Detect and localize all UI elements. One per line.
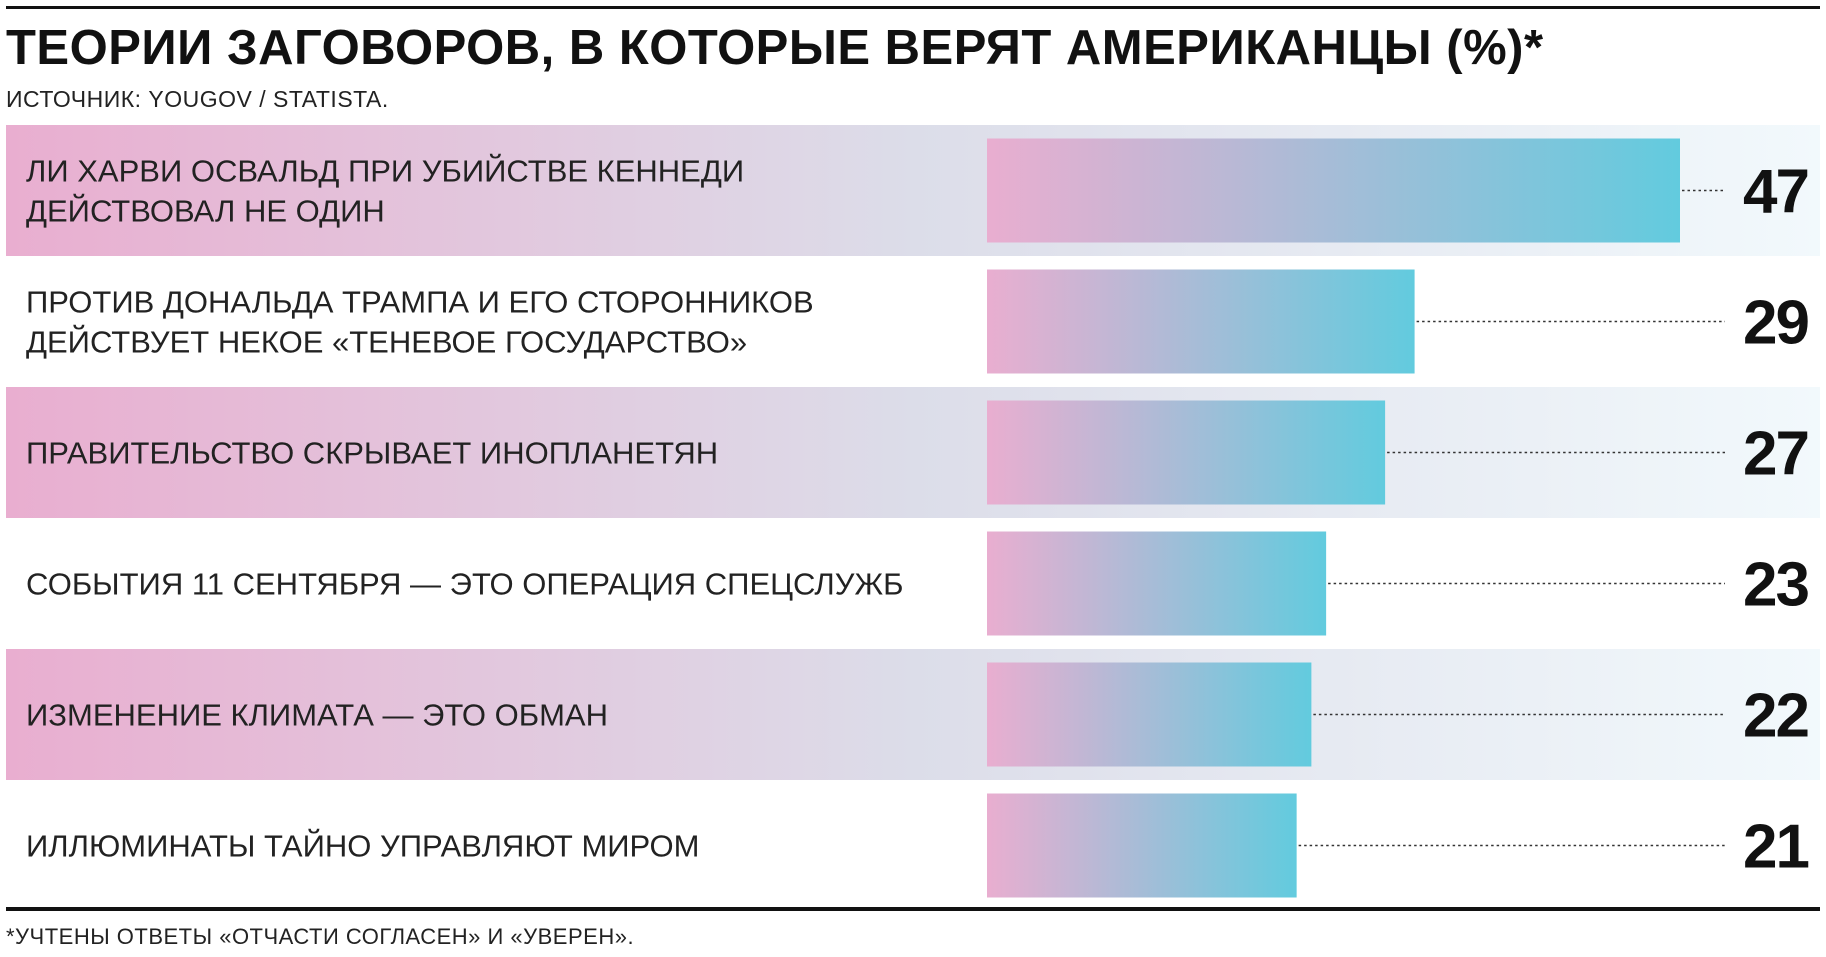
value-label-6: 21 — [1743, 813, 1808, 882]
value-label-3: 27 — [1743, 420, 1808, 489]
value-label-4: 23 — [1743, 551, 1808, 620]
category-label-line: СОБЫТИЯ 11 СЕНТЯБРЯ — ЭТО ОПЕРАЦИЯ СПЕЦС… — [26, 567, 903, 602]
value-label-5: 22 — [1743, 682, 1808, 751]
category-label-1: ЛИ ХАРВИ ОСВАЛЬД ПРИ УБИЙСТВЕ КЕННЕДИ ДЕЙ… — [26, 153, 744, 229]
category-label-line: ИЛЛЮМИНАТЫ ТАЙНО УПРАВЛЯЮТ МИРОМ — [26, 828, 699, 864]
category-label-2: ПРОТИВ ДОНАЛЬДА ТРАМПА И ЕГО СТОРОННИКОВ… — [26, 285, 814, 360]
category-label-3: ПРАВИТЕЛЬСТВО СКРЫВАЕТ ИНОПЛАНЕТЯН — [26, 436, 718, 471]
bottom-rule — [6, 907, 1820, 911]
category-label-line: ДЕЙСТВУЕТ НЕКОЕ «ТЕНЕВОЕ ГОСУДАРСТВО» — [26, 324, 747, 360]
row-band-3 — [6, 387, 1820, 518]
category-label-line: ПРАВИТЕЛЬСТВО СКРЫВАЕТ ИНОПЛАНЕТЯН — [26, 436, 718, 471]
bar-6 — [987, 793, 1297, 898]
footnote: *УЧТЕНЫ ОТВЕТЫ «ОТЧАСТИ СОГЛАСЕН» И «УВЕ… — [6, 924, 635, 949]
category-label-line: ДЕЙСТВОВАЛ НЕ ОДИН — [26, 193, 385, 229]
value-label-1: 47 — [1743, 158, 1808, 227]
bar-3 — [987, 400, 1386, 505]
chart-source: ИСТОЧНИК: YOUGOV / STATISTA. — [6, 86, 389, 112]
chart-rows: 47 ЛИ ХАРВИ ОСВАЛЬД ПРИ УБИЙСТВЕ КЕННЕДИ Д… — [26, 138, 1811, 898]
category-label-line: ЛИ ХАРВИ ОСВАЛЬД ПРИ УБИЙСТВЕ КЕННЕДИ — [26, 153, 744, 189]
top-rule — [6, 6, 1820, 9]
category-label-6: ИЛЛЮМИНАТЫ ТАЙНО УПРАВЛЯЮТ МИРОМ — [26, 828, 699, 864]
bar-5 — [987, 662, 1312, 767]
category-label-5: ИЗМЕНЕНИЕ КЛИМАТА — ЭТО ОБМАН — [26, 698, 608, 733]
bar-2 — [987, 269, 1415, 374]
category-label-line: ИЗМЕНЕНИЕ КЛИМАТА — ЭТО ОБМАН — [26, 698, 608, 733]
category-label-4: СОБЫТИЯ 11 СЕНТЯБРЯ — ЭТО ОПЕРАЦИЯ СПЕЦС… — [26, 567, 903, 602]
bar-1 — [987, 138, 1680, 243]
bar-4 — [987, 531, 1327, 636]
category-label-line: ПРОТИВ ДОНАЛЬДА ТРАМПА И ЕГО СТОРОННИКОВ — [26, 285, 814, 320]
value-label-2: 29 — [1743, 289, 1808, 358]
chart-title: ТЕОРИИ ЗАГОВОРОВ, В КОТОРЫЕ ВЕРЯТ АМЕРИК… — [6, 21, 1544, 75]
bar-chart: 47 ЛИ ХАРВИ ОСВАЛЬД ПРИ УБИЙСТВЕ КЕННЕДИ Д… — [6, 125, 1820, 898]
